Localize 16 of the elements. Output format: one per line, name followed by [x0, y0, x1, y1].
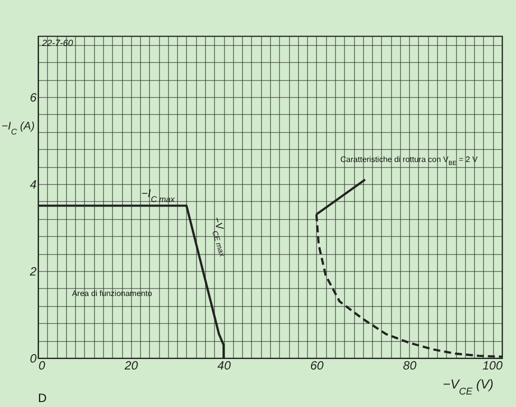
- x-tick-label: 100: [482, 358, 503, 372]
- x-tick-label: 0: [38, 358, 46, 372]
- y-tick-label: 4: [30, 177, 37, 192]
- x-tick-label: 80: [403, 358, 417, 372]
- x-tick-label: 40: [217, 358, 232, 372]
- annotation: 22-7-60: [41, 38, 74, 48]
- x-axis-title: −V$_{CE}$ (V): [442, 376, 494, 397]
- annotation: Area di funzionamento: [72, 289, 153, 298]
- y-tick-label: 2: [28, 264, 37, 278]
- text: D: [38, 391, 47, 405]
- x-tick-label: 60: [310, 358, 324, 372]
- annotation: Caratteristiche di rottura con V$_{BE}$ = 2 V: [340, 155, 478, 167]
- annotation: −I$_{C max}$: [141, 188, 176, 204]
- x-tick-label: 20: [124, 358, 138, 372]
- y-axis-title: −I$_{C}$ (A): [2, 120, 36, 136]
- y-tick-label: 6: [30, 90, 37, 104]
